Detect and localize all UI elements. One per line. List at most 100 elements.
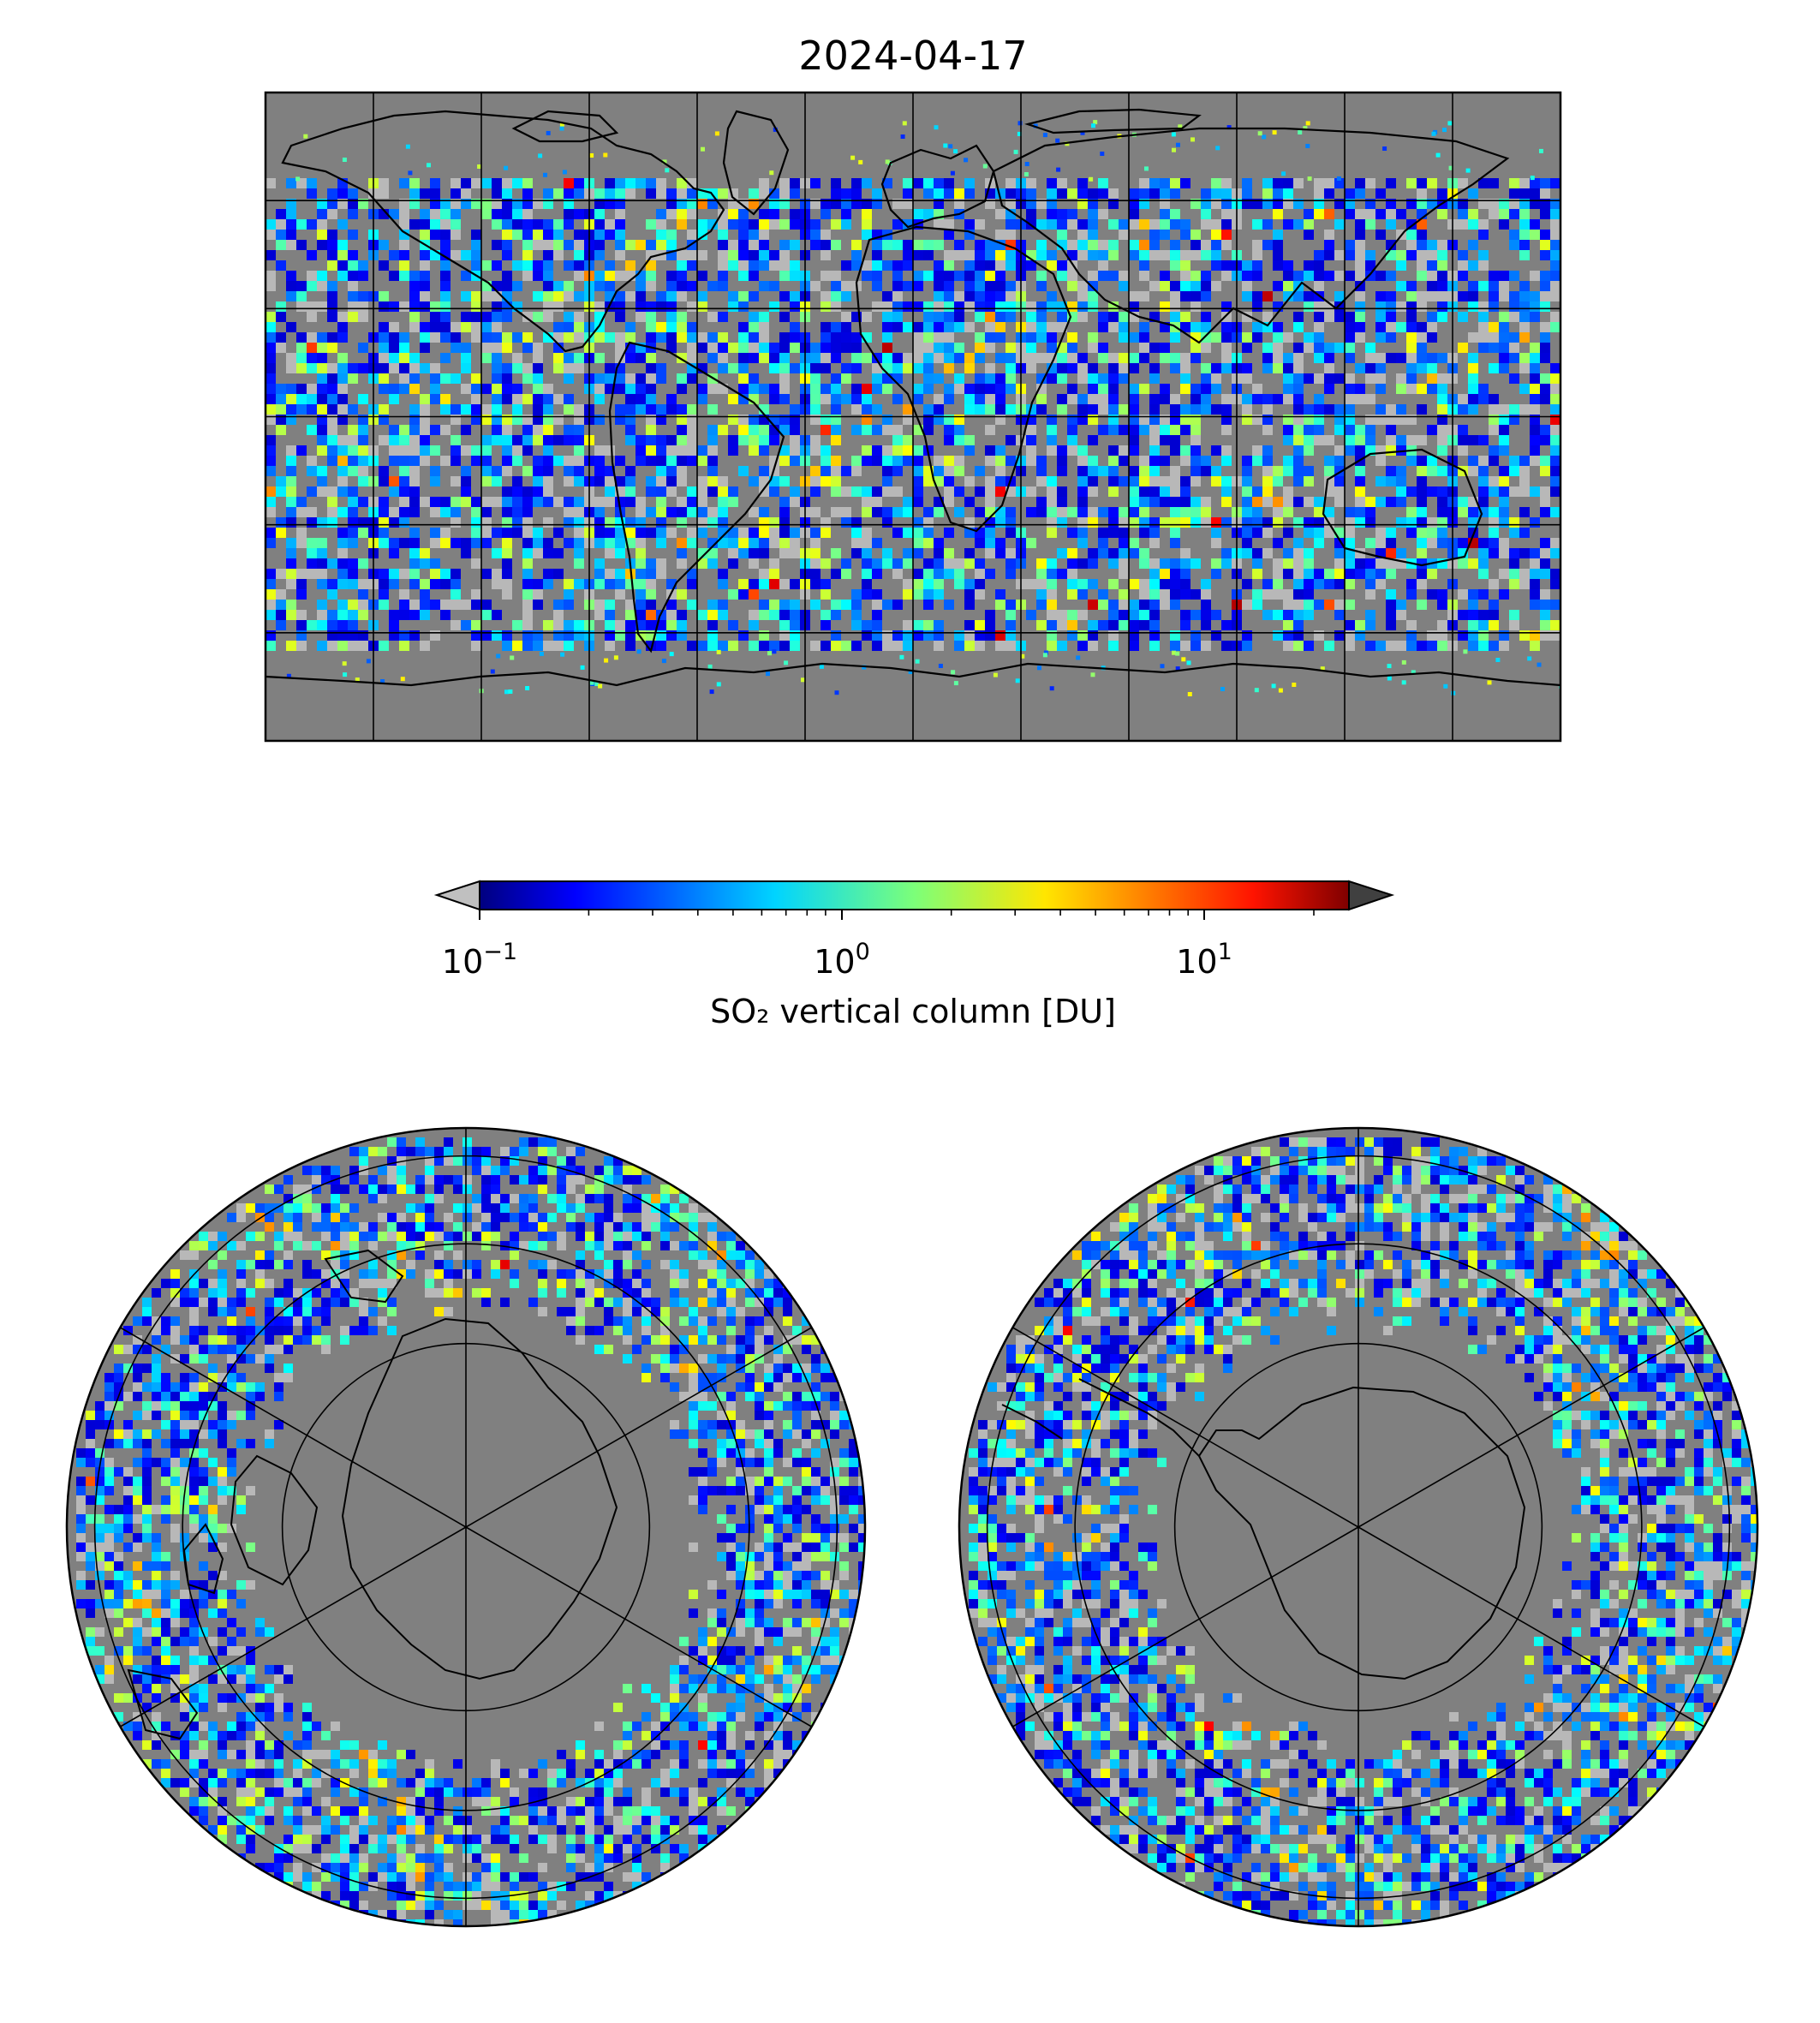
data-pixel: [1314, 394, 1324, 404]
data-pixel: [348, 466, 358, 476]
data-pixel: [882, 507, 892, 517]
data-pixel: [430, 600, 440, 610]
data-pixel: [1314, 404, 1324, 415]
data-pixel: [773, 1279, 783, 1288]
data-pixel: [265, 1439, 274, 1448]
data-pixel: [420, 301, 430, 312]
data-pixel: [302, 1241, 312, 1250]
data-pixel: [397, 1137, 406, 1147]
data-pixel: [510, 1279, 519, 1288]
data-pixel: [954, 579, 964, 589]
data-pixel: [1180, 558, 1190, 569]
data-pixel: [1262, 312, 1273, 322]
data-pixel: [1324, 178, 1334, 188]
data-pixel: [1026, 579, 1036, 589]
data-pixel: [646, 322, 656, 332]
data-pixel: [749, 507, 759, 517]
data-pixel: [1088, 630, 1098, 641]
data-pixel: [574, 209, 584, 219]
data-pixel: [337, 404, 348, 415]
data-pixel: [327, 291, 337, 301]
data-pixel: [646, 579, 656, 589]
data-pixel: [613, 1156, 623, 1166]
data-pixel: [944, 425, 954, 435]
data-pixel: [1036, 322, 1047, 332]
data-pixel: [1172, 147, 1176, 152]
data-pixel: [605, 445, 615, 456]
data-pixel: [1077, 589, 1088, 600]
data-pixel: [1334, 301, 1345, 312]
data-pixel: [1334, 456, 1345, 466]
data-pixel: [810, 363, 820, 373]
data-pixel: [1005, 260, 1016, 271]
data-pixel: [1365, 271, 1375, 281]
data-pixel: [358, 363, 368, 373]
data-pixel: [1077, 476, 1088, 486]
data-pixel: [995, 281, 1005, 291]
data-pixel: [934, 548, 944, 558]
data-pixel: [728, 219, 738, 230]
data-pixel: [348, 435, 358, 445]
data-pixel: [1017, 121, 1023, 126]
data-pixel: [461, 620, 471, 630]
data-pixel: [327, 240, 337, 250]
data-pixel: [615, 343, 625, 353]
data-pixel: [872, 497, 882, 507]
data-pixel: [820, 528, 831, 538]
data-pixel: [358, 610, 368, 620]
data-pixel: [312, 1241, 321, 1250]
data-pixel: [598, 683, 603, 689]
data-pixel: [605, 178, 615, 188]
data-pixel: [718, 312, 728, 322]
data-pixel: [790, 291, 800, 301]
data-pixel: [512, 219, 522, 230]
data-pixel: [1283, 219, 1293, 230]
data-pixel: [1396, 322, 1406, 332]
data-pixel: [594, 507, 605, 517]
data-pixel: [1262, 466, 1273, 476]
data-pixel: [1305, 144, 1310, 148]
data-pixel: [1005, 281, 1016, 291]
data-pixel: [453, 1269, 462, 1279]
data-pixel: [656, 517, 666, 528]
data-pixel: [1550, 373, 1560, 384]
data-pixel: [1478, 199, 1489, 209]
data-pixel: [779, 610, 790, 620]
data-pixel: [759, 507, 769, 517]
data-pixel: [1468, 373, 1478, 384]
data-pixel: [1077, 558, 1088, 569]
data-pixel: [882, 600, 892, 610]
data-pixel: [1375, 569, 1386, 579]
data-pixel: [307, 271, 317, 281]
data-pixel: [764, 1382, 773, 1392]
data-pixel: [687, 343, 697, 353]
data-pixel: [903, 445, 913, 456]
data-pixel: [1254, 688, 1259, 693]
data-pixel: [656, 404, 666, 415]
data-pixel: [1334, 425, 1345, 435]
data-pixel: [613, 1175, 623, 1185]
data-pixel: [769, 343, 779, 353]
data-pixel: [849, 1448, 858, 1458]
data-pixel: [331, 1166, 340, 1175]
data-pixel: [533, 353, 543, 363]
data-pixel: [557, 1269, 566, 1279]
data-pixel: [218, 1411, 227, 1420]
data-pixel: [1530, 271, 1540, 281]
data-pixel: [543, 538, 553, 548]
data-pixel: [717, 1298, 726, 1307]
data-pixel: [1375, 456, 1386, 466]
data-pixel: [340, 1269, 349, 1279]
data-pixel: [574, 322, 584, 332]
data-pixel: [944, 301, 954, 312]
data-pixel: [522, 620, 533, 630]
data-pixel: [543, 394, 553, 404]
data-pixel: [1478, 486, 1489, 497]
data-pixel: [1077, 641, 1088, 651]
data-pixel: [397, 1250, 406, 1260]
data-pixel: [1108, 476, 1119, 486]
data-pixel: [170, 1335, 180, 1345]
data-pixel: [625, 353, 636, 363]
data-pixel: [397, 1185, 406, 1194]
data-pixel: [738, 199, 749, 209]
